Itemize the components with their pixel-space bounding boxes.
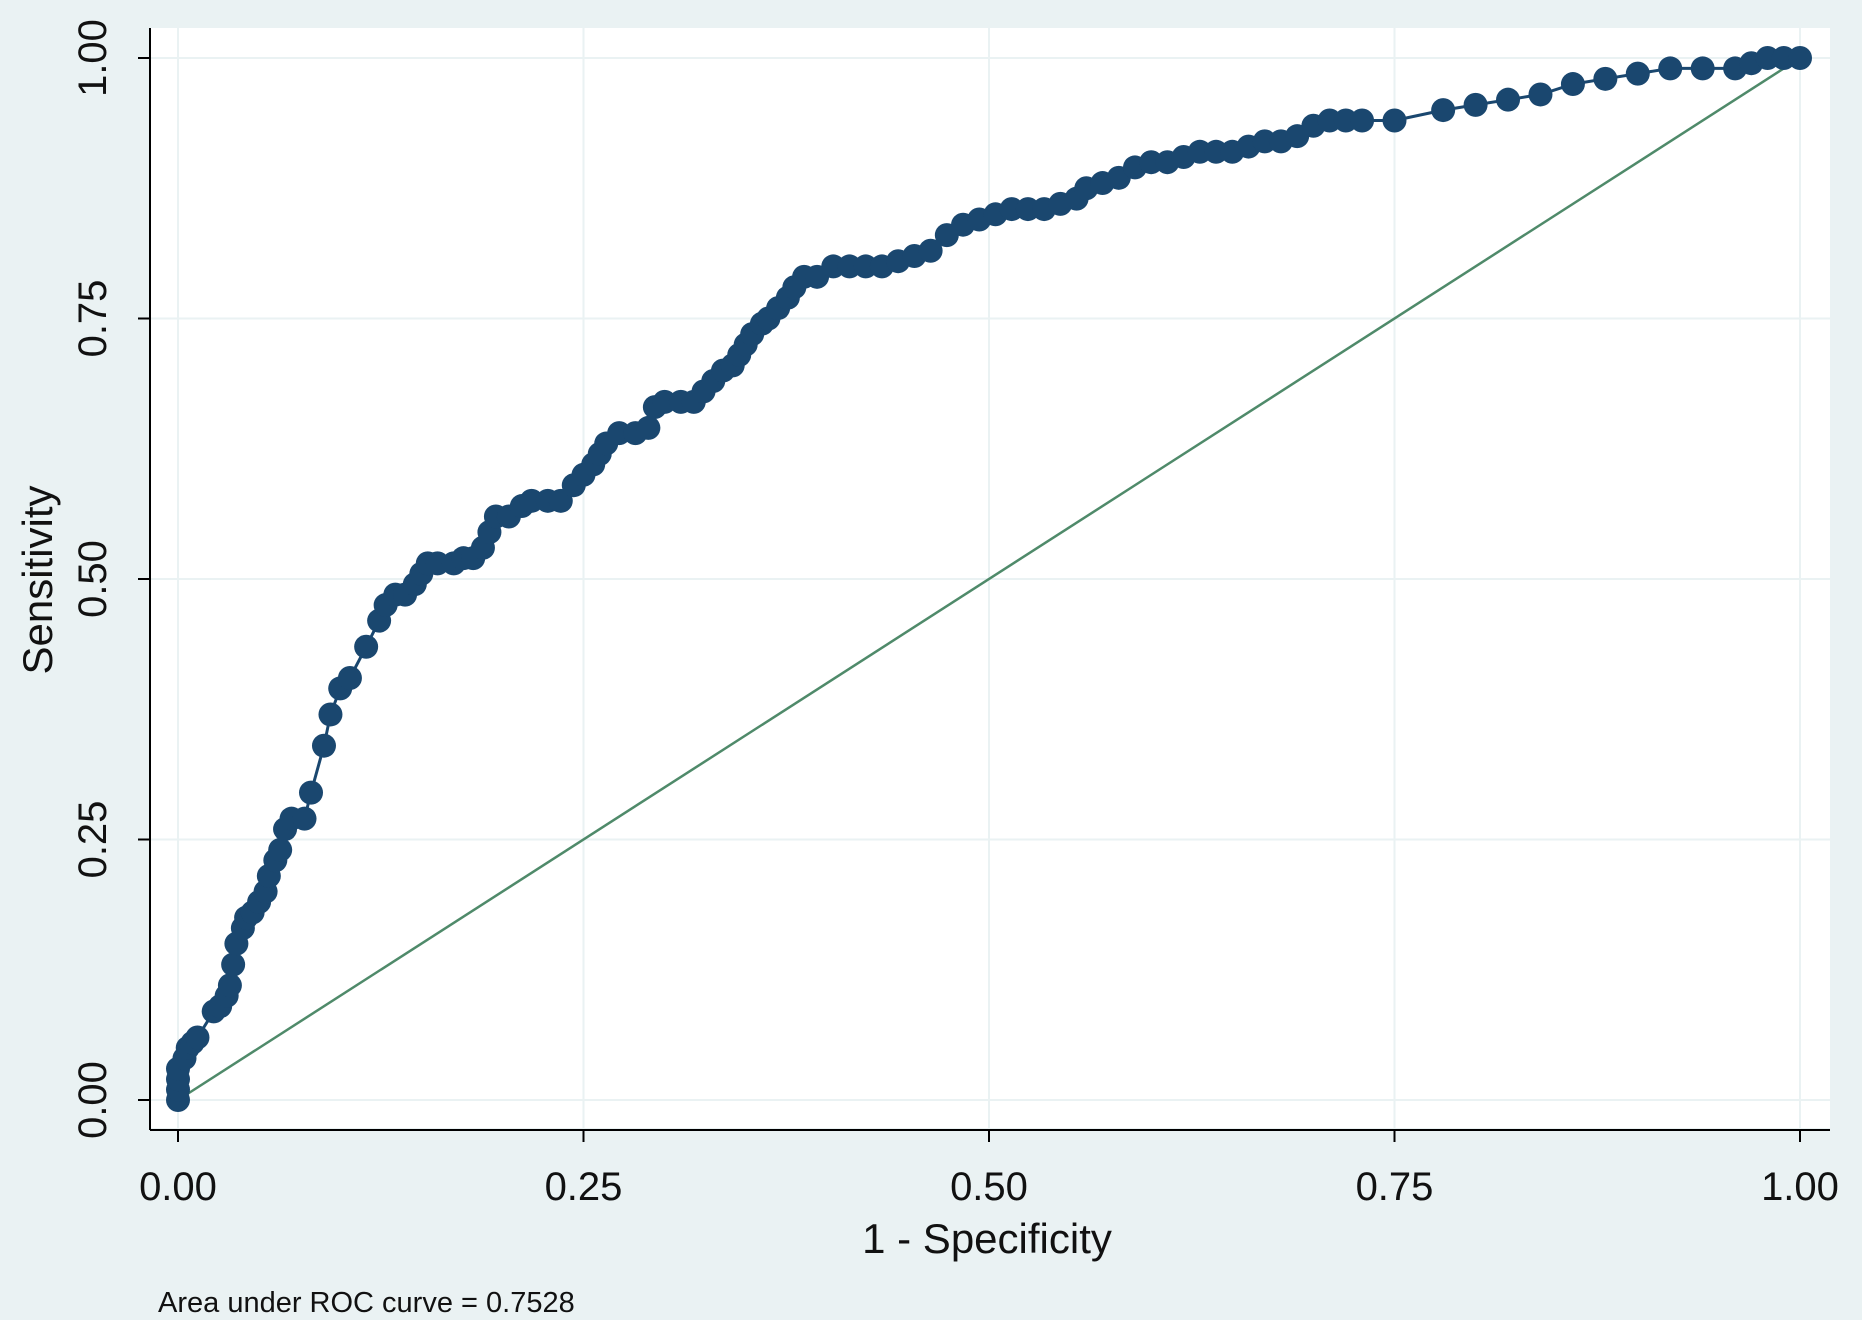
roc-point xyxy=(1463,92,1488,117)
roc-point xyxy=(318,702,343,727)
auc-note: Area under ROC curve = 0.7528 xyxy=(158,1287,575,1319)
roc-point xyxy=(1593,66,1618,91)
roc-point xyxy=(1690,56,1715,81)
roc-point xyxy=(1560,72,1585,97)
roc-point xyxy=(1528,82,1553,107)
y-axis-label: Sensitivity xyxy=(14,485,61,674)
roc-point xyxy=(221,952,246,977)
y-tick-label: 0.25 xyxy=(71,801,115,879)
x-tick-label: 0.00 xyxy=(139,1165,217,1209)
roc-point xyxy=(337,665,362,690)
roc-point xyxy=(1625,61,1650,86)
roc-point xyxy=(292,806,317,831)
roc-point xyxy=(268,837,293,862)
x-tick-label: 0.75 xyxy=(1356,1165,1434,1209)
roc-point xyxy=(185,1025,210,1050)
roc-point xyxy=(918,238,943,263)
roc-point xyxy=(217,973,242,998)
axes: 0.00 0.25 0.50 0.75 1.00 0.00 0.25 0.50 0.75 1.00 xyxy=(71,19,1839,1209)
y-tick-label: 0.50 xyxy=(71,540,115,618)
roc-point xyxy=(1496,87,1521,112)
reference-line xyxy=(177,56,1801,1102)
x-axis-label: 1 - Specificity xyxy=(862,1215,1112,1262)
roc-point xyxy=(354,634,379,659)
labels: 1 - Specificity Sensitivity Area under R… xyxy=(14,485,1112,1319)
y-tick-label: 1.00 xyxy=(71,19,115,97)
roc-point xyxy=(311,733,336,758)
roc-point xyxy=(1788,46,1812,70)
x-tick-label: 1.00 xyxy=(1761,1165,1839,1209)
roc-point xyxy=(1658,56,1683,81)
y-tick-label: 0.75 xyxy=(71,280,115,358)
y-tick-label: 0.00 xyxy=(71,1061,115,1139)
roc-point xyxy=(299,780,324,805)
series xyxy=(166,46,1812,1112)
roc-point xyxy=(1350,108,1375,133)
roc-point xyxy=(636,415,661,440)
roc-point xyxy=(1382,108,1407,133)
x-tick-label: 0.50 xyxy=(950,1165,1028,1209)
roc-point xyxy=(1431,98,1456,123)
x-tick-label: 0.25 xyxy=(545,1165,623,1209)
